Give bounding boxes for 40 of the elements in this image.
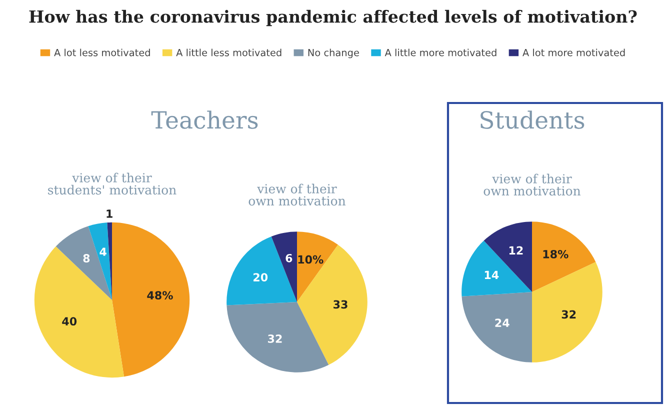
chart-subtitle: view of their own motivation	[484, 174, 581, 196]
pie-slice	[484, 222, 532, 292]
pie-slice	[462, 292, 532, 362]
data-label: 32	[268, 334, 282, 343]
data-label: 40	[62, 317, 77, 326]
chart-subtitle: view of their own motivation	[248, 184, 346, 206]
legend-label: No change	[308, 48, 359, 58]
text: Students	[480, 110, 584, 129]
data-label: 4	[100, 248, 106, 256]
data-label: 33	[334, 300, 348, 309]
data-label: 1	[106, 210, 112, 218]
pie-slice	[532, 222, 596, 292]
pie-slice	[297, 232, 338, 302]
legend-label: A little more motivated	[384, 48, 496, 56]
text: view of their students' motivation	[48, 172, 176, 195]
pie-slice	[462, 240, 532, 296]
data-label: 48%	[147, 291, 173, 300]
data-label: 10%	[298, 255, 324, 264]
pie-slice	[226, 236, 297, 306]
text: Teachers	[151, 110, 258, 129]
legend-label: A lot more motivated	[522, 48, 625, 56]
data-label: 6	[286, 254, 292, 262]
data-label: 18%	[543, 250, 568, 258]
data-label: 8	[83, 254, 90, 262]
pie-slice	[226, 302, 329, 372]
data-label: 12	[509, 246, 523, 254]
pie-slice	[532, 262, 602, 362]
pie-slice	[56, 226, 112, 300]
data-label: 32	[562, 310, 576, 319]
pie-slice	[88, 222, 112, 300]
data-label: 14	[484, 270, 499, 279]
data-label: 20	[254, 273, 268, 282]
data-label: 24	[495, 318, 510, 327]
pie-slice	[297, 244, 368, 365]
chart-title: How has the coronavirus pandemic affected levels of motivation?	[29, 10, 637, 26]
pie-slice	[112, 222, 190, 377]
pie-slice	[271, 232, 297, 302]
pie-slice	[34, 246, 124, 378]
legend-label: A little less motivated	[176, 48, 282, 56]
legend-label: A lot less motivated	[54, 48, 150, 56]
